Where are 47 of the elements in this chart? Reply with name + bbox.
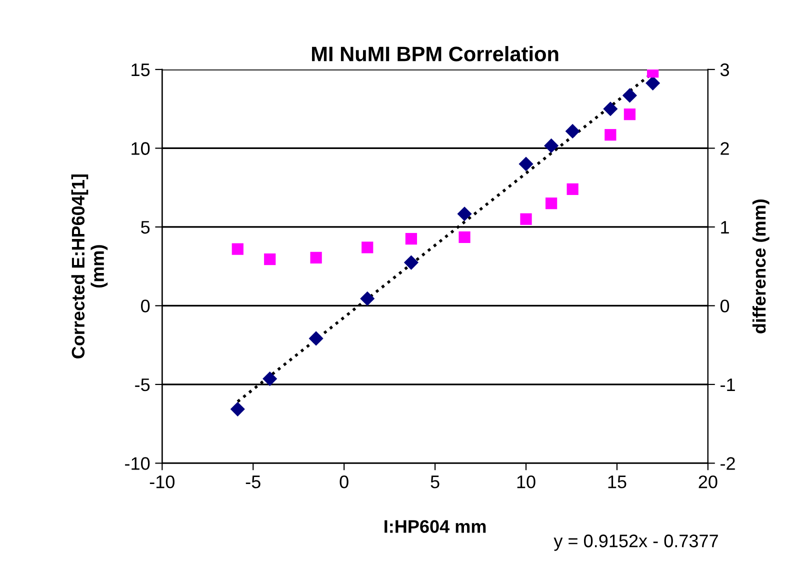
y-tick-label: -10 [125, 457, 150, 470]
point [604, 129, 616, 141]
point [310, 252, 322, 264]
point [457, 206, 472, 222]
point [405, 232, 418, 245]
point [544, 138, 559, 153]
x-tick-label: 10 [517, 475, 536, 488]
y-tick-label: -5 [135, 378, 150, 392]
y2-tick-label: -1 [720, 378, 735, 391]
point [622, 88, 637, 103]
point [362, 242, 374, 254]
point [308, 331, 324, 346]
point [603, 102, 618, 116]
y-tick-label: 5 [141, 221, 150, 234]
x-tick-label: 5 [430, 476, 440, 488]
y2-tick-label: 2 [720, 142, 729, 155]
x-tick-label: 0 [340, 475, 348, 488]
x-tick-label: 20 [698, 475, 718, 488]
point [545, 198, 558, 210]
point [624, 108, 636, 120]
point [262, 372, 278, 386]
point [404, 255, 418, 270]
y-tick-label: 10 [132, 142, 150, 155]
y-axis-title: Corrected E:HP604[1] (mm) [71, 174, 108, 358]
x-tick-label: 15 [608, 476, 626, 488]
x-tick-label: -10 [150, 475, 174, 488]
y-tick-label: 15 [132, 64, 150, 76]
point [520, 213, 532, 225]
y2-tick-label: 0 [720, 300, 730, 312]
y2-axis-title: difference (mm) [752, 200, 770, 334]
y2-tick-label: 1 [721, 221, 729, 234]
point [518, 156, 534, 172]
y-tick-label: 0 [141, 300, 150, 312]
point [232, 243, 244, 255]
point [230, 402, 245, 416]
point [566, 183, 578, 195]
text: y = 0.9152x - 0.7377 [554, 534, 718, 551]
x-tick-label: -5 [246, 476, 260, 488]
x-axis-title: I:HP604 mm [384, 520, 486, 533]
point [565, 124, 580, 138]
point [264, 253, 276, 266]
y2-tick-label: -2 [720, 457, 735, 470]
point [360, 291, 375, 306]
point [646, 76, 660, 90]
y2-tick-label: 3 [720, 63, 729, 76]
chart-title: MI NuMI BPM Correlation [312, 46, 558, 62]
point [458, 231, 470, 244]
